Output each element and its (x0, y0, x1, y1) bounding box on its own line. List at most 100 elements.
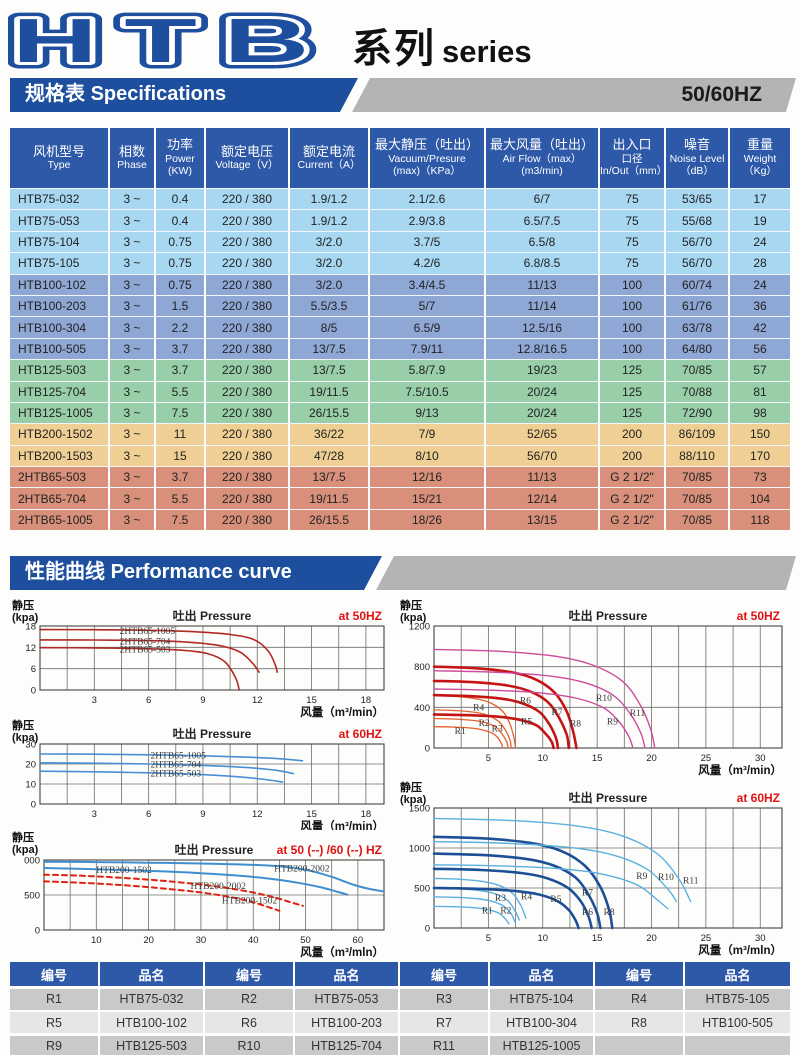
logo-text: HTB (12, 7, 336, 76)
spec-cell-value: 70/85 (666, 488, 730, 509)
spec-column-header: 相数 Phase (110, 128, 156, 188)
spec-cell-value: G 2 1/2" (600, 467, 666, 488)
spec-cell-value: 12/16 (370, 467, 486, 488)
y-tick-label: 1000 (409, 844, 430, 855)
series-title-zh: 系列 (352, 27, 436, 71)
spec-cell-value: 100 (600, 295, 666, 317)
curve-label-htb200-1502: HTB200-1502 (222, 897, 278, 907)
spec-cell-value: 1.5 (156, 295, 206, 317)
spec-table-header: 风机型号 Type 相数 Phase 功率 Power (KW) 额定电压 Voltage（V）… (10, 128, 790, 188)
spec-cell-value: 86/109 (666, 424, 730, 445)
spec-cell-value: 3 ~ (110, 445, 156, 467)
curve-2htb65-503 (39, 770, 284, 783)
legend-cell-code: R4 (595, 988, 685, 1010)
y-tick-label: 30 (25, 740, 36, 751)
chart-2htb65-50hz-svg: 0 6 12 18 3 6 9 12 15 18 静压(kpa) 吐出 Pressure at 50HZ… (12, 598, 385, 719)
curve-label-r8: R8 (604, 908, 615, 918)
chart-title: 吐出 Pressure (175, 842, 254, 857)
chart-frequency-label: at 50HZ (737, 609, 780, 623)
curve-label-r11: R11 (683, 876, 699, 886)
legend-header-cell: 编号 (400, 962, 490, 986)
spec-cell-value: 13/7.5 (290, 360, 370, 381)
spec-cell-value: 24 (730, 274, 790, 295)
spec-cell-type: HTB75-105 (10, 253, 110, 274)
curve-r5 (432, 713, 555, 750)
spec-cell-value: 6.5/9 (370, 317, 486, 338)
spec-cell-value: 220 / 380 (206, 360, 290, 381)
spec-cell-value: 17 (730, 189, 790, 210)
curve-label-r3: R3 (495, 894, 506, 904)
spec-cell-value: 3 ~ (110, 509, 156, 531)
curve-label-r4: R4 (521, 892, 532, 902)
curve-label-htb200-2002: HTB200-2002 (190, 882, 246, 892)
spec-cell-type: HTB75-053 (10, 210, 110, 231)
curve-2htb65-503 (39, 646, 240, 691)
performance-title-zh: 性能曲线 (25, 561, 105, 583)
curve-r8 (432, 665, 578, 750)
spec-cell-value: 2.2 (156, 317, 206, 338)
spec-cell-value: 220 / 380 (206, 424, 290, 445)
legend-cell-code: R3 (400, 988, 490, 1010)
spec-cell-value: 170 (730, 445, 790, 467)
curve-label-r3: R3 (492, 725, 503, 735)
curve-label-2htb65-503: 2HTB65-503 (150, 769, 201, 779)
chart-2htb65-50hz: 0 6 12 18 3 6 9 12 15 18 静压 (kpa) 吐出 Pressure at 50HZ… (10, 598, 392, 719)
spec-cell-value: 1.9/1.2 (290, 210, 370, 231)
spec-cell-value: 63/78 (666, 317, 730, 338)
x-tick-label: 6 (146, 695, 151, 706)
y-tick-label: 0 (31, 686, 36, 697)
performance-section-bar: 性能曲线 Performance curve (10, 556, 796, 590)
spec-cell-value: 15/21 (370, 488, 486, 509)
spec-column-header-line: (m3/min) (521, 165, 563, 178)
spec-cell-value: 20/24 (486, 402, 600, 424)
frequency-label: 50/60HZ (681, 83, 762, 106)
plot-border (39, 625, 385, 691)
spec-column-header: 额定电流 Current（A） (290, 128, 370, 188)
y-tick-label: 500 (414, 884, 430, 895)
spec-table-row: HTB200-1502 3 ~11 220 / 380 36/22 7/9 52/65 20… (10, 423, 790, 445)
legend-header-cell: 品名 (724, 967, 751, 983)
spec-cell-value: 15 (156, 445, 206, 467)
spec-column-header-line: In/Out（mm） (600, 165, 668, 178)
spec-cell-value: 8/10 (370, 445, 486, 467)
spec-cell-value: 220 / 380 (206, 295, 290, 317)
spec-cell-value: 125 (600, 381, 666, 402)
curve-label-r7: R7 (551, 708, 562, 718)
legend-cell-code: R7 (400, 1012, 490, 1033)
spec-cell-type: HTB100-304 (10, 317, 110, 338)
spec-cell-value: 7.5 (156, 509, 206, 531)
spec-cell-value: 53/65 (666, 189, 730, 210)
curve-label-r7: R7 (582, 888, 593, 898)
legend-cell-code: R6 (205, 1012, 295, 1033)
legend-table-row: R5 HTB100-102 R6 HTB100-203 R7 HTB100-304 R8 HT… (10, 1012, 790, 1033)
chart-2htb65-60hz: 0 10 20 30 3 6 9 12 15 18 静压 (kpa) 吐出 Pressure at 60H… (10, 718, 392, 833)
x-tick-label: 20 (143, 935, 154, 946)
spec-column-header-line: （dB） (680, 165, 714, 178)
spec-column-header-line: 额定电流 (302, 143, 355, 159)
spec-cell-value: 5.5 (156, 381, 206, 402)
x-tick-label: 5 (486, 753, 491, 764)
spec-table-row: HTB75-105 3 ~0.75 220 / 380 3/2.0 4.2/6 6.8/8… (10, 252, 790, 274)
spec-column-header-line: 口径 (621, 153, 643, 166)
spec-table-row: 2HTB65-1005 3 ~7.5 220 / 380 26/15.5 18/26 13… (10, 508, 790, 531)
spec-table-row: HTB125-1005 3 ~7.5 220 / 380 26/15.5 9/13 20/… (10, 401, 790, 424)
chart-r-series-60hz-svg: 0 500 1000 1500 5 10 15 20 25 30 静压(kpa) 吐出 Pressur… (400, 780, 783, 957)
spec-column-header-line: Weight (743, 153, 777, 166)
spec-cell-value: 26/15.5 (290, 509, 370, 531)
spec-column-header: 额定电压 Voltage（V） (206, 128, 290, 188)
spec-cell-value: 200 (600, 445, 666, 467)
curve-r11 (433, 817, 692, 903)
spec-column-header: 最大风量（吐出） Air Flow（max） (m3/min) (486, 128, 600, 188)
curve-2htb65-1005 (39, 628, 278, 673)
legend-cell-model: HTB100-505 (685, 1012, 790, 1033)
spec-cell-value: 220 / 380 (206, 509, 290, 531)
x-tick-label: 3 (92, 695, 97, 706)
spec-cell-value: 2.9/3.8 (370, 210, 486, 231)
spec-cell-value: 56 (730, 338, 790, 360)
spec-table-row: HTB75-032 3 ~0.4 220 / 380 1.9/1.2 2.1/2.6 6/… (10, 188, 790, 210)
legend-cell-code: R2 (205, 988, 295, 1010)
chart-title: 吐出 Pressure (173, 726, 252, 741)
spec-cell-value: 150 (730, 424, 790, 445)
spec-column-header-line: Voltage（V） (215, 159, 279, 172)
x-tick-label: 9 (200, 695, 205, 706)
